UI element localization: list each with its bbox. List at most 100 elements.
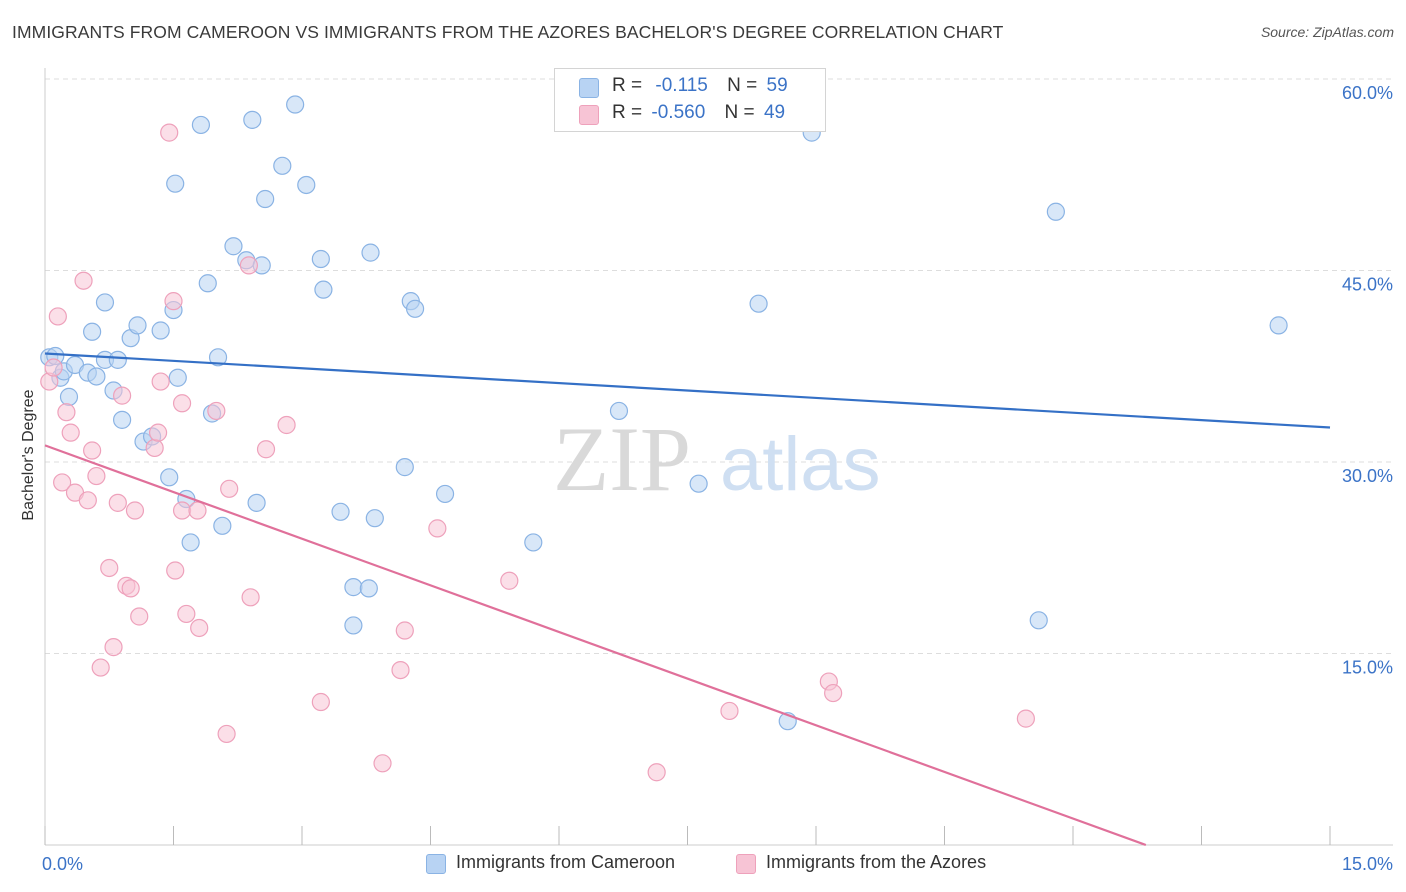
data-point [220,479,239,498]
data-point [130,607,149,626]
data-point [190,618,209,638]
data-point [87,466,106,486]
legend-r-value: -0.115 [655,75,708,96]
data-point [83,322,102,341]
data-point [108,350,127,369]
data-point [145,438,164,458]
data-point [48,307,67,326]
zipatlas-watermark: ZIP atlas [553,408,881,510]
data-point [207,401,226,421]
data-point [166,174,185,193]
data-point [395,621,414,640]
data-point [91,658,110,677]
data-point [160,123,179,142]
data-point [239,256,258,275]
data-point [395,458,414,477]
bottom-legend-swatch-azores [736,854,756,874]
data-point [273,156,292,175]
legend-n-label: N = [727,75,758,96]
data-point [148,423,168,442]
data-point [87,367,106,386]
correlation-legend: R = -0.115 N = 59 R = -0.560 N = 49 [554,68,826,132]
data-point [297,175,316,195]
data-point [53,473,72,492]
legend-swatch-cameroon [579,78,599,98]
legend-n-value: 49 [763,102,786,123]
legend-n-value: 59 [766,75,788,96]
data-point [1016,709,1035,728]
data-point [95,293,115,312]
trend-line-cameroon [44,352,1331,429]
y-tick-label: 15.0% [1342,658,1393,678]
data-point [435,484,455,504]
source-credit: Source: ZipAtlas.com [1260,24,1394,40]
data-point [286,95,305,114]
bottom-legend-label-azores: Immigrants from the Azores [766,852,987,872]
series-cameroon-points [40,95,1288,731]
y-axis-label: Bachelor's Degree [20,389,37,520]
trend-lines [44,352,1331,847]
x-tick-label: 15.0% [1342,854,1393,874]
data-point [191,115,211,135]
y-tick-label: 30.0% [1342,466,1393,486]
data-point [365,509,384,528]
legend-r-label: R = [612,102,643,123]
data-point [121,579,140,598]
data-point [83,441,102,460]
bottom-legend-label-cameroon: Immigrants from Cameroon [456,852,676,872]
data-point [57,403,76,422]
data-point [224,237,243,256]
data-point [344,578,363,597]
data-point [208,348,228,367]
data-point [373,754,392,773]
data-point [112,386,132,405]
data-point [428,519,447,538]
data-point [331,502,350,521]
data-point [609,401,629,421]
data-point [405,299,425,318]
tick-labels: 15.0% 30.0% 45.0% 60.0% 0.0% 15.0% [42,83,1393,874]
legend-swatch-azores [579,105,599,125]
data-point [164,292,183,311]
data-point [213,516,232,535]
legend-n-label: N = [724,102,755,123]
data-point [78,491,97,510]
data-point [74,271,93,290]
data-point [44,358,63,377]
chart-title: IMMIGRANTS FROM CAMEROON VS IMMIGRANTS F… [12,22,1004,42]
data-point [359,579,378,598]
y-tick-label: 60.0% [1342,83,1393,103]
legend-r-value: -0.560 [651,102,706,123]
data-point [1029,611,1048,630]
data-point [59,387,79,406]
data-point [720,701,739,721]
data-point [524,533,543,552]
data-point [198,274,217,293]
data-point [243,110,262,129]
data-point [160,468,179,487]
data-point [104,638,123,657]
data-point [311,249,330,269]
data-point [256,440,276,459]
data-point [1046,202,1065,221]
data-point [151,372,170,391]
data-point [181,533,200,552]
data-point [256,189,275,209]
data-point [247,493,266,512]
gridlines [45,78,1393,654]
bottom-legend-swatch-cameroon [426,854,446,874]
data-point [128,316,147,335]
data-point [1269,316,1288,335]
y-tick-label: 45.0% [1342,275,1393,295]
data-point [172,394,192,413]
data-point [391,660,410,680]
data-point [314,280,333,299]
data-point [151,321,170,340]
data-point [361,243,380,262]
data-point [108,493,127,512]
data-point [172,501,192,520]
data-point [277,415,296,435]
data-point [241,588,260,607]
data-point [824,683,843,703]
